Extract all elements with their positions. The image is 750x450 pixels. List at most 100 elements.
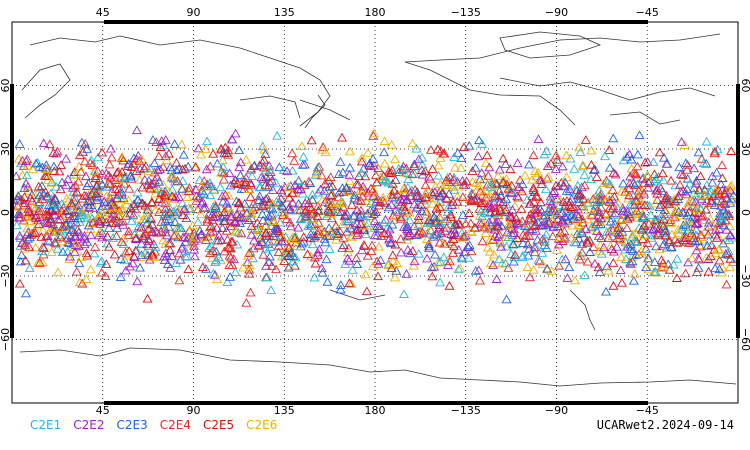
observation-marker [512,191,523,200]
observation-marker [123,158,134,168]
observation-marker [41,160,52,169]
observation-marker [547,188,558,197]
observation-marker [92,152,103,162]
observation-marker [405,228,416,237]
observation-marker [139,163,150,173]
observation-marker [470,162,481,172]
observation-marker [205,227,216,236]
observation-marker [333,169,344,178]
observation-marker [565,197,576,207]
observation-marker [713,185,724,195]
observation-marker [498,175,509,185]
observation-marker [177,198,188,207]
observation-marker [307,195,318,204]
observation-marker [456,232,467,242]
observation-marker [359,220,370,230]
observation-marker [469,222,480,232]
observation-marker [289,156,300,165]
observation-marker [670,196,681,206]
observation-marker [88,217,98,227]
observation-marker [494,254,505,264]
observation-marker [134,262,145,272]
observation-marker [224,168,235,178]
observation-marker [489,197,500,207]
observation-marker [55,231,66,241]
observation-marker [61,153,72,163]
observation-marker [435,277,446,287]
observation-marker [310,258,321,268]
observation-marker [117,205,128,215]
observation-marker [146,179,157,188]
observation-marker [252,218,263,227]
observation-marker [691,175,702,185]
observation-marker [144,236,155,245]
bottom-lon-tick-label: 90 [187,404,201,417]
observation-marker [206,241,217,251]
observation-marker [259,144,270,154]
observation-marker [693,253,704,263]
observation-marker [277,210,288,219]
observation-marker [696,211,707,221]
observation-marker [388,215,399,224]
top-lon-tick-label: −135 [451,6,481,19]
observation-marker [326,198,337,208]
observation-marker [442,207,453,216]
observation-marker [101,168,112,178]
observation-marker [137,182,148,192]
observation-marker [551,150,562,160]
observation-marker [503,263,514,272]
observation-marker [142,204,153,214]
observation-marker [686,253,697,262]
observation-marker [373,241,384,251]
observation-marker [164,202,175,211]
observation-marker [491,274,502,283]
observation-marker [434,222,445,232]
observation-marker [488,260,499,269]
observation-marker [67,203,78,212]
observation-marker [559,226,570,236]
right-lat-tick-label: 60 [739,79,750,93]
observation-marker [142,293,153,303]
observation-marker [75,166,86,176]
observation-marker [244,264,255,274]
observation-marker [313,229,324,239]
observation-marker [221,225,232,235]
observation-marker [497,207,508,217]
bottom-lon-tick-label: 45 [96,404,110,417]
observation-marker [654,223,664,233]
observation-marker [604,162,615,172]
observation-marker [629,200,640,210]
observation-marker [420,222,431,232]
observation-marker [85,264,96,274]
observation-marker [85,188,96,197]
observation-marker [359,225,370,235]
observation-marker [627,229,638,239]
observation-marker [62,224,73,233]
observation-marker [703,254,714,263]
observation-marker [617,227,628,236]
observation-marker [153,184,164,193]
observation-marker [185,203,196,213]
observation-marker [698,158,709,168]
top-lon-tick-label: 90 [187,6,201,19]
frame-top-bar [104,20,648,24]
observation-marker [555,227,566,237]
observation-marker [705,214,716,223]
observation-marker [74,258,85,267]
observation-marker [460,218,471,228]
observation-marker [141,214,152,223]
observation-marker [267,176,278,185]
observation-marker [357,186,368,195]
observation-marker [605,216,616,226]
observation-marker [586,210,597,220]
observation-marker [183,264,194,274]
observation-marker [179,232,190,242]
observation-marker [442,180,453,189]
observation-marker [547,231,558,241]
observation-marker [551,180,561,190]
observation-marker [357,211,368,220]
observation-marker [44,139,55,149]
observation-marker [370,192,381,202]
observation-marker [464,140,475,150]
observation-marker [483,170,494,180]
